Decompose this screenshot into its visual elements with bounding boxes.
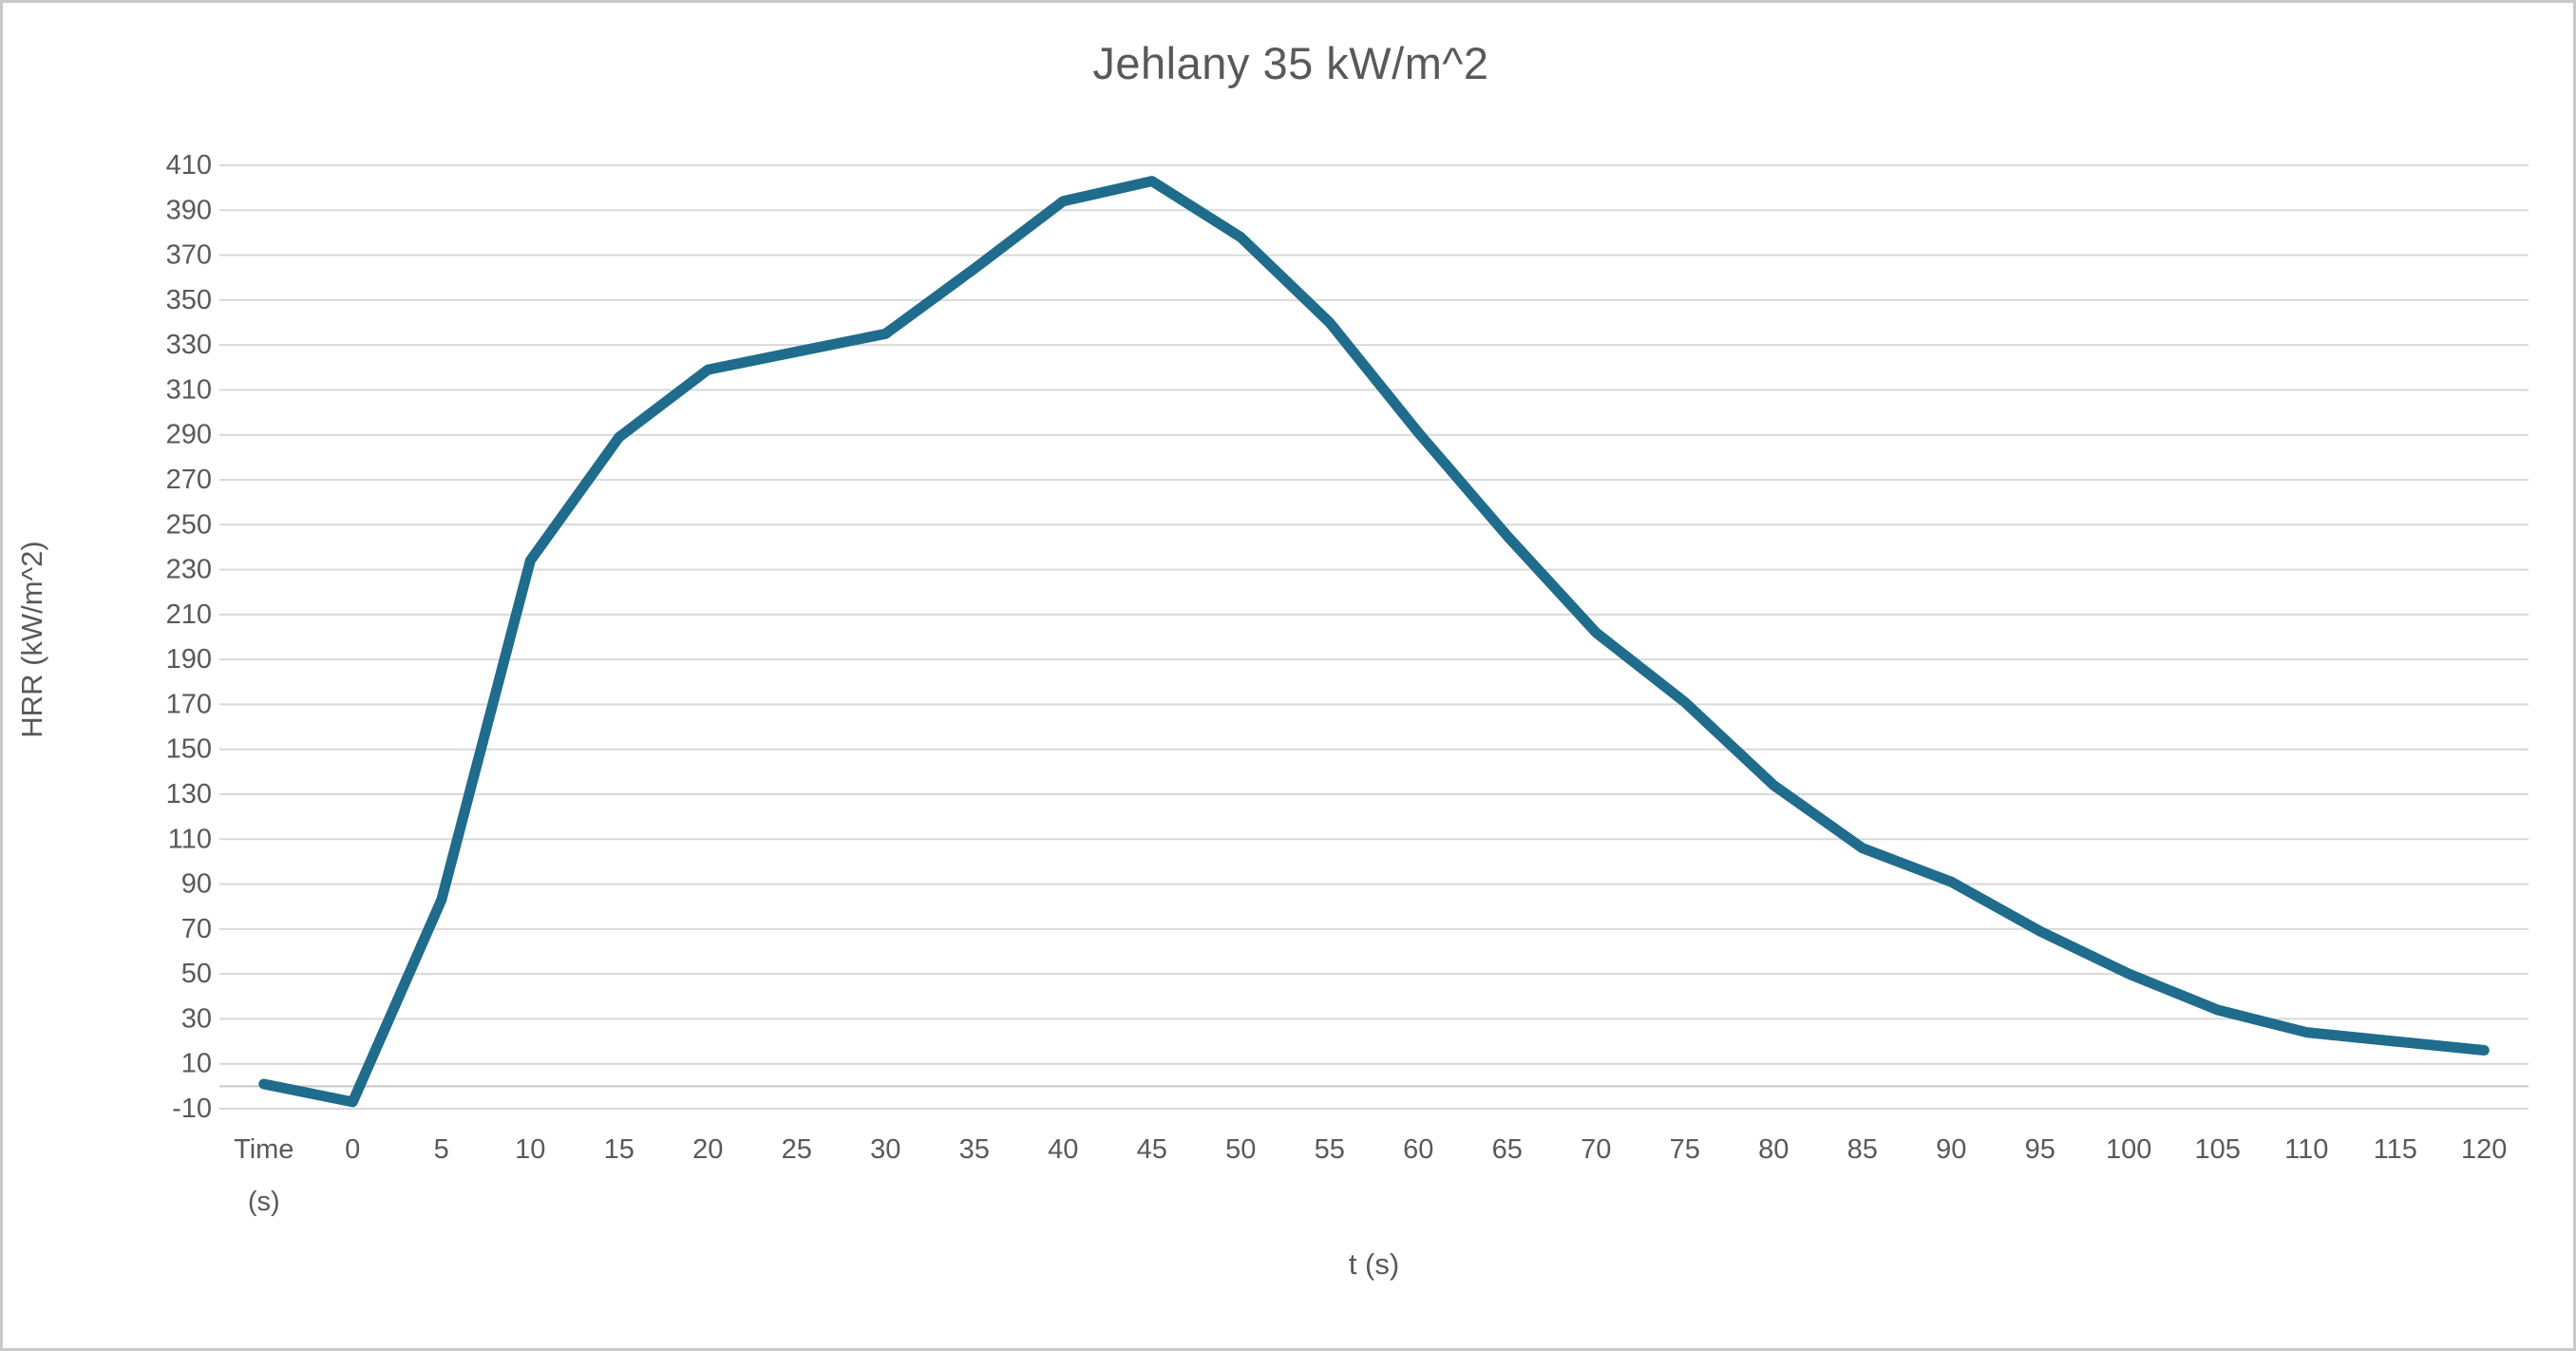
- x-tick-label: 75: [1670, 1134, 1700, 1165]
- y-tick-label: 70: [181, 914, 212, 944]
- y-tick-label: 50: [181, 959, 212, 989]
- x-tick-label: 105: [2195, 1134, 2241, 1165]
- line-chart-plot-area: -101030507090110130150170190210230250270…: [166, 150, 2529, 1217]
- x-tick-label: 55: [1315, 1134, 1345, 1165]
- chart-title: Jehlany 35 kW/m^2: [1092, 38, 1489, 88]
- x-tick-label: 50: [1225, 1134, 1256, 1165]
- x-tick-label: 100: [2106, 1134, 2151, 1165]
- y-tick-label: 130: [166, 779, 212, 809]
- x-tick-label: 85: [1847, 1134, 1878, 1165]
- y-tick-label: 150: [166, 734, 212, 765]
- x-tick-label: 60: [1403, 1134, 1433, 1165]
- x-tick-label: 30: [870, 1134, 900, 1165]
- y-tick-label: -10: [172, 1094, 212, 1124]
- series-line-hrr: [258, 176, 2490, 1108]
- x-tick-label: 90: [1936, 1134, 1966, 1165]
- y-tick-label: 390: [166, 195, 212, 225]
- x-tick-label: 35: [959, 1134, 990, 1165]
- x-tick-label: Time (s): [234, 1134, 294, 1217]
- y-tick-label: 170: [166, 689, 212, 719]
- x-axis-title: t (s): [1348, 1247, 1400, 1281]
- x-tick-label: 40: [1048, 1134, 1078, 1165]
- x-tick-label: 15: [604, 1134, 635, 1165]
- y-tick-label: 310: [166, 374, 212, 405]
- y-tick-label: 350: [166, 285, 212, 315]
- y-tick-label: 330: [166, 330, 212, 360]
- y-tick-label: 10: [181, 1049, 212, 1079]
- y-tick-label: 270: [166, 465, 212, 495]
- x-tick-label: 115: [2374, 1134, 2417, 1165]
- y-tick-label: 110: [168, 824, 212, 854]
- x-tick-label: 45: [1137, 1134, 1167, 1165]
- x-tick-label: 110: [2284, 1134, 2328, 1165]
- x-tick-label: 25: [782, 1134, 812, 1165]
- y-tick-label: 290: [166, 420, 212, 450]
- x-tick-label: 20: [692, 1134, 723, 1165]
- y-tick-label: 370: [166, 240, 212, 271]
- x-tick-label: 65: [1492, 1134, 1523, 1165]
- y-tick-label: 250: [166, 509, 212, 540]
- y-tick-label: 410: [166, 150, 212, 181]
- x-tick-label: 0: [345, 1134, 360, 1165]
- y-tick-label: 230: [166, 555, 212, 585]
- y-tick-label: 190: [166, 644, 212, 675]
- x-tick-label: 120: [2461, 1134, 2507, 1165]
- x-tick-label: 70: [1581, 1134, 1611, 1165]
- x-tick-label: 5: [434, 1134, 449, 1165]
- x-tick-label: 95: [2025, 1134, 2055, 1165]
- x-tick-label: 10: [515, 1134, 545, 1165]
- y-tick-label: 30: [181, 1003, 212, 1034]
- y-tick-label: 90: [181, 869, 212, 900]
- y-tick-label: 210: [166, 599, 212, 630]
- x-tick-label: 80: [1758, 1134, 1789, 1165]
